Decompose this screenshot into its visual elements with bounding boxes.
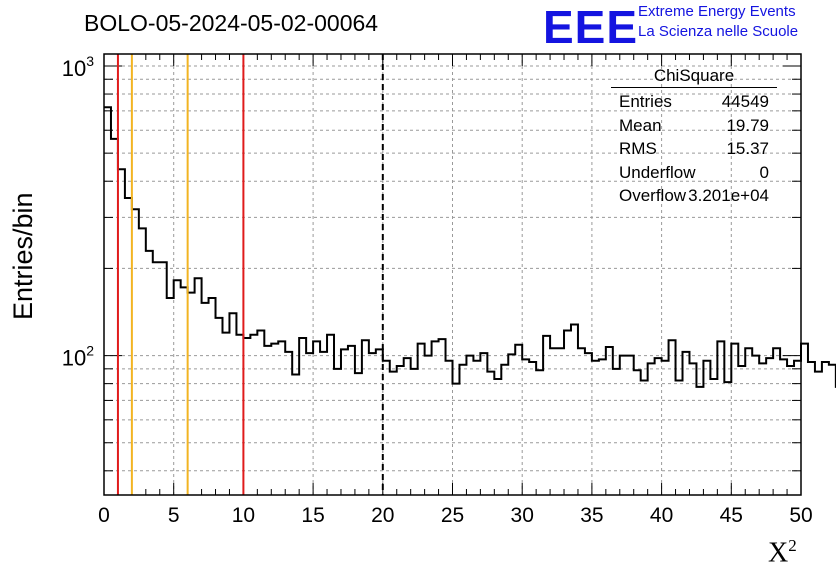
x-axis-label: X2 [768, 536, 797, 569]
stats-key: Entries [619, 92, 672, 111]
x-tick-label: 20 [371, 504, 394, 527]
x-axis-label-base: X [768, 537, 789, 569]
y-tick-exponent: 2 [86, 343, 94, 359]
logo-line-2: La Scienza nelle Scuole [638, 23, 799, 40]
stats-row-underflow: Underflow 0 [611, 161, 777, 185]
stats-row-overflow: Overflow 3.201e+04 [611, 184, 777, 208]
x-tick-label: 10 [232, 504, 255, 527]
x-tick-label: 25 [441, 504, 464, 527]
stats-value: 0 [759, 162, 769, 182]
threshold-lines [116, 54, 384, 495]
y-axis-label: Entries/bin [8, 192, 38, 320]
x-tick-label: 50 [789, 504, 812, 527]
chart-title: BOLO-05-2024-05-02-00064 [84, 10, 379, 36]
y-tick-label: 102 [62, 343, 94, 371]
x-tick-label: 35 [580, 504, 603, 527]
x-tick-label: 45 [720, 504, 743, 527]
stats-value: 3.201e+04 [688, 186, 769, 205]
stats-key: Overflow [619, 186, 687, 205]
stats-value: 44549 [721, 92, 769, 111]
stats-key: Underflow [619, 162, 696, 182]
plot-frame [103, 53, 802, 496]
stats-key: Mean [619, 115, 662, 135]
x-tick-label: 0 [98, 504, 110, 527]
y-tick-base: 10 [62, 346, 86, 371]
stats-row-mean: Mean 19.79 [611, 114, 777, 138]
stats-value: 15.37 [726, 139, 769, 158]
stats-value: 19.79 [726, 115, 769, 135]
y-tick-base: 10 [62, 56, 86, 81]
stats-row-rms: RMS 15.37 [611, 137, 777, 161]
x-axis-label-exponent: 2 [788, 536, 797, 555]
eee-logo: EEE [543, 1, 639, 53]
stats-header: ChiSquare [611, 66, 777, 88]
x-tick-label: 40 [650, 504, 673, 527]
histogram-line [104, 106, 836, 388]
x-tick-label: 15 [301, 504, 324, 527]
x-tick-label: 30 [511, 504, 534, 527]
y-tick-exponent: 3 [86, 53, 94, 69]
minor-ticks [103, 54, 802, 495]
stats-row-entries: Entries 44549 [611, 90, 777, 114]
stats-box: ChiSquare Entries 44549 Mean 19.79 RMS 1… [611, 66, 777, 208]
x-tick-label: 5 [168, 504, 180, 527]
y-tick-label: 103 [62, 53, 94, 81]
stats-key: RMS [619, 139, 657, 158]
x-axis-ticks: 0 5 10 15 20 25 30 35 40 45 50 [98, 504, 813, 527]
logo-line-1: Extreme Energy Events [638, 3, 796, 20]
